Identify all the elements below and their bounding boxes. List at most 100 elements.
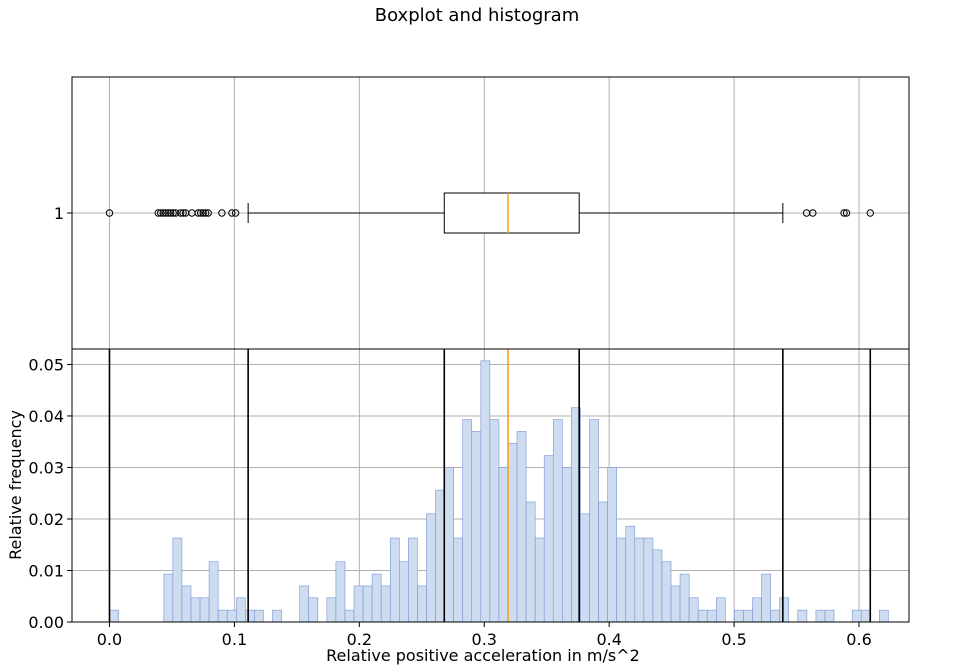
histogram-bar: [199, 597, 210, 623]
histogram-bar: [417, 585, 427, 623]
histogram-bar: [625, 525, 636, 623]
histogram-bar: [589, 419, 599, 623]
histogram-bar: [507, 442, 518, 623]
histogram-bar: [734, 609, 744, 623]
histogram-bar: [480, 360, 491, 623]
y-tick-label: 0.05: [28, 355, 64, 374]
x-tick-label: 0.1: [222, 630, 247, 649]
histogram-bar: [851, 609, 862, 623]
y-tick-label: 0.02: [28, 510, 64, 529]
histogram-bar: [471, 431, 482, 623]
histogram-bar: [516, 431, 527, 623]
histogram-bar: [489, 419, 500, 623]
histogram-bar: [181, 585, 192, 623]
histogram-bar: [272, 609, 282, 623]
histogram-bar: [616, 537, 627, 623]
histogram-bar: [525, 501, 536, 623]
outlier-point: [809, 209, 817, 217]
histogram-bar: [716, 597, 726, 623]
histogram-bar: [435, 489, 445, 623]
x-axis-label: Relative positive acceleration in m/s^2: [326, 646, 640, 665]
histogram-bar: [462, 419, 473, 623]
histogram-bar: [344, 609, 355, 623]
y-tick-label: 0.00: [28, 613, 64, 632]
x-tick-label: 0.0: [97, 630, 122, 649]
outlier-point: [176, 209, 185, 217]
histogram-bar: [534, 537, 545, 623]
histogram-bar: [752, 597, 762, 623]
histogram-bar: [399, 561, 409, 623]
x-tick-label: 0.3: [472, 630, 497, 649]
x-tick-label: 0.6: [846, 630, 871, 649]
histogram-bar: [761, 573, 771, 623]
figure-title: Boxplot and histogram: [375, 5, 580, 26]
histogram-frame: [71, 348, 910, 623]
outlier-point: [179, 209, 187, 217]
histogram-bar: [362, 585, 373, 623]
histogram-bar: [661, 561, 672, 623]
outlier-point: [196, 209, 205, 217]
outlier-point: [218, 209, 226, 217]
histogram-bar: [652, 549, 663, 623]
histogram-bar: [552, 419, 563, 623]
outlier-point: [169, 209, 177, 217]
histogram-bar: [670, 585, 681, 623]
outlier-point: [199, 209, 207, 217]
x-tick-label: 0.4: [596, 630, 621, 649]
histogram-bar: [172, 537, 183, 623]
histogram-bar: [326, 597, 337, 623]
histogram-bar: [208, 561, 219, 623]
outlier-point: [231, 209, 240, 217]
boxplot-marks: [105, 192, 874, 234]
outlier-point: [166, 209, 175, 217]
y-axis-ticks: 0.00 0.01 0.02 0.03 0.04 0.05: [28, 355, 72, 632]
histogram-bar: [380, 585, 391, 623]
boxplot-panel: 1: [54, 76, 910, 350]
histogram-reference-lines: [108, 349, 872, 622]
histogram-bar: [743, 609, 753, 623]
outlier-point: [156, 209, 165, 217]
histogram-bar: [498, 467, 509, 623]
histogram-bar: [226, 609, 237, 623]
histogram-bar: [815, 609, 826, 623]
histogram-bar: [607, 467, 617, 623]
outlier-point: [204, 209, 212, 217]
outlier-point: [171, 209, 180, 217]
histogram-bar: [254, 609, 264, 623]
histogram-bar: [543, 455, 554, 623]
histogram-bar: [190, 597, 201, 623]
y-axis-label: Relative frequency: [6, 410, 25, 560]
interquartile-box: [443, 192, 580, 234]
outlier-point: [840, 209, 848, 217]
histogram-bar: [299, 585, 310, 623]
histogram-bar: [688, 597, 699, 623]
boxplot-y-ticks: 1: [54, 204, 72, 223]
outlier-point: [228, 209, 236, 217]
histogram-bar: [643, 537, 654, 623]
histogram-bar: [779, 597, 790, 623]
histogram-bar: [453, 537, 464, 623]
outlier-point: [164, 209, 172, 217]
histogram-bar: [335, 561, 346, 623]
histogram-bar: [679, 573, 690, 623]
histogram-bar: [389, 537, 400, 623]
histogram-bar: [163, 573, 174, 623]
histogram-bar: [770, 609, 781, 623]
boxplot-category-label: 1: [54, 204, 64, 223]
y-tick-label: 0.01: [28, 561, 64, 580]
histogram-bar: [444, 467, 454, 623]
x-axis-ticks: 0.0 0.1 0.2 0.3 0.4 0.5 0.6: [97, 622, 872, 649]
outlier-point: [154, 209, 162, 217]
histogram-bar: [598, 501, 608, 623]
histogram-bar: [353, 585, 364, 623]
outlier-point: [866, 209, 874, 217]
histogram-bar: [371, 573, 382, 623]
histogram-bar: [245, 609, 255, 623]
outlier-point: [194, 209, 202, 217]
histogram-bar: [580, 513, 590, 623]
outlier-point: [161, 209, 170, 217]
histogram-bar: [217, 609, 228, 623]
histogram-bar: [235, 597, 246, 623]
histogram-bar: [824, 609, 835, 623]
